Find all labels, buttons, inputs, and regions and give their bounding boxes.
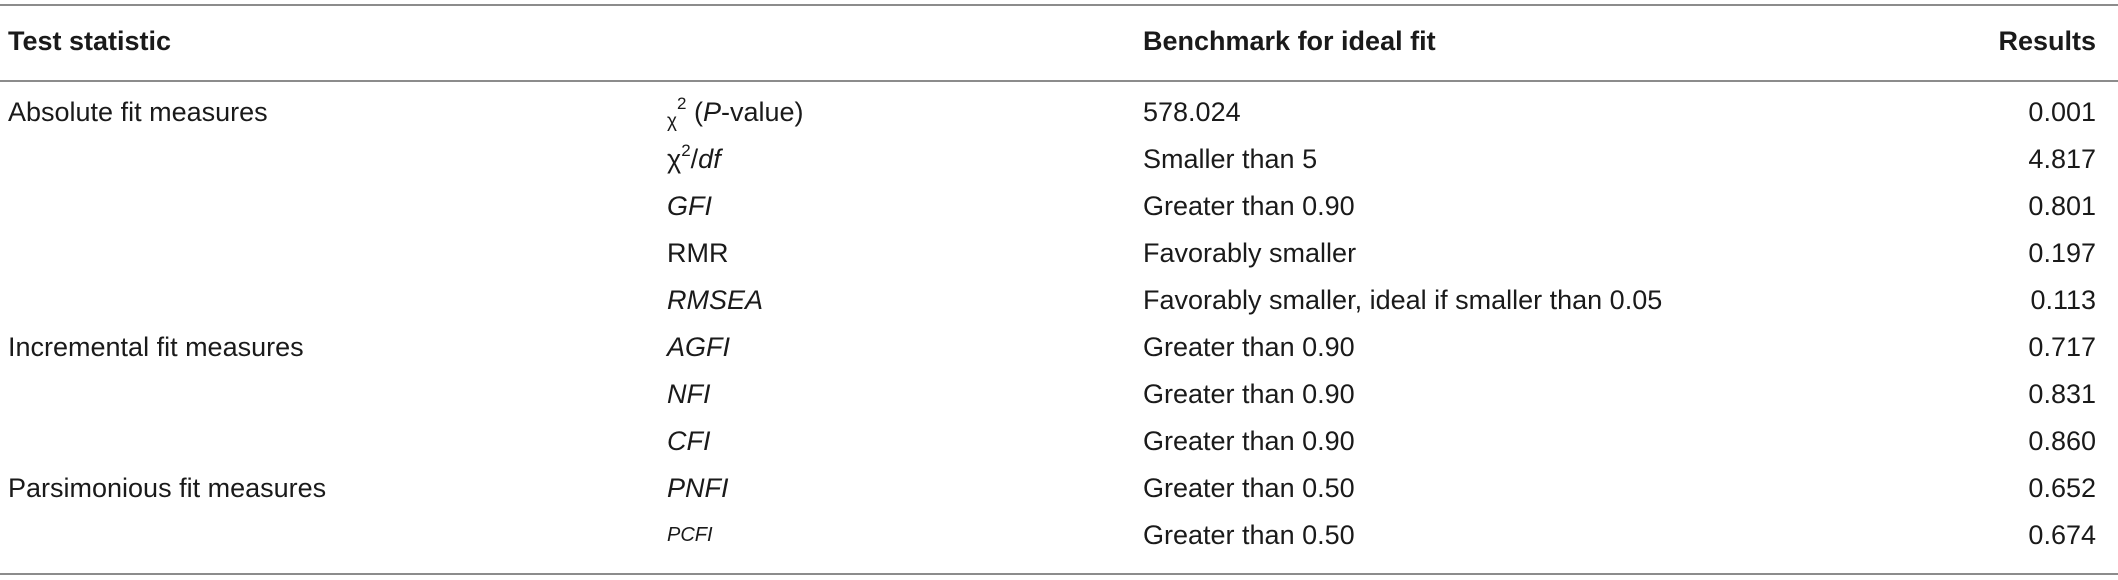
- row-measure: AGFI: [667, 332, 731, 362]
- table-row: RMR Favorably smaller 0.197: [0, 230, 2118, 277]
- row-result: 0.674: [2028, 520, 2096, 550]
- row-group-label: Parsimonious fit measures: [8, 473, 327, 503]
- table-row: χ2/df Smaller than 5 4.817: [0, 136, 2118, 183]
- measure-italic: P: [702, 97, 721, 127]
- row-group-label: Incremental fit measures: [8, 332, 304, 362]
- row-result: 0.801: [2028, 191, 2096, 221]
- row-measure: χ2 (P-value): [667, 89, 804, 139]
- row-measure: RMSEA: [667, 285, 764, 315]
- table-row: PCFI Greater than 0.50 0.674: [0, 512, 2118, 559]
- table-row: RMSEA Favorably smaller, ideal if smalle…: [0, 277, 2118, 324]
- header-benchmark: Benchmark for ideal fit: [1143, 26, 1436, 56]
- row-benchmark: Greater than 0.90: [1143, 426, 1355, 456]
- row-benchmark: Smaller than 5: [1143, 144, 1318, 174]
- row-measure: PCFI: [667, 524, 713, 546]
- table-bottom-rule: [0, 573, 2118, 575]
- row-measure: CFI: [667, 426, 711, 456]
- header-test-statistic: Test statistic: [8, 26, 172, 56]
- row-benchmark: Greater than 0.50: [1143, 520, 1355, 550]
- row-result: 0.197: [2028, 238, 2096, 268]
- table-row: Incremental fit measures AGFI Greater th…: [0, 324, 2118, 371]
- row-benchmark: Greater than 0.50: [1143, 473, 1355, 503]
- row-benchmark: Greater than 0.90: [1143, 332, 1355, 362]
- row-benchmark: Favorably smaller, ideal if smaller than…: [1143, 285, 1663, 315]
- table-row: GFI Greater than 0.90 0.801: [0, 183, 2118, 230]
- table-row: Parsimonious fit measures PNFI Greater t…: [0, 465, 2118, 512]
- measure-open-paren: (: [693, 97, 703, 127]
- row-result: 0.831: [2028, 379, 2096, 409]
- measure-slash: /: [690, 144, 699, 174]
- row-result: 0.717: [2028, 332, 2096, 362]
- row-benchmark: Favorably smaller: [1143, 238, 1357, 268]
- table-header-rule: [0, 80, 2118, 82]
- row-benchmark: Greater than 0.90: [1143, 379, 1355, 409]
- row-measure: PNFI: [667, 473, 729, 503]
- table-header-row: Test statistic Benchmark for ideal fit R…: [0, 18, 2118, 65]
- chi-symbol: χ: [667, 111, 677, 132]
- chi-symbol: χ: [667, 144, 682, 174]
- row-measure: GFI: [667, 191, 712, 221]
- superscript: 2: [681, 141, 691, 160]
- table-row: CFI Greater than 0.90 0.860: [0, 418, 2118, 465]
- row-measure: χ2/df: [667, 136, 721, 183]
- row-result: 4.817: [2028, 144, 2096, 174]
- row-result: 0.652: [2028, 473, 2096, 503]
- row-result: 0.001: [2028, 97, 2096, 127]
- row-measure: NFI: [667, 379, 711, 409]
- row-result: 0.113: [2030, 285, 2096, 315]
- header-results: Results: [1998, 26, 2096, 56]
- measure-italic: df: [698, 144, 721, 174]
- measure-suffix: -value): [720, 97, 804, 127]
- row-measure: RMR: [667, 238, 729, 268]
- table-row: Absolute fit measures χ2 (P-value) 578.0…: [0, 89, 2118, 136]
- table-row: NFI Greater than 0.90 0.831: [0, 371, 2118, 418]
- row-benchmark: Greater than 0.90: [1143, 191, 1355, 221]
- superscript: 2: [676, 94, 687, 113]
- table-top-rule: [0, 4, 2118, 6]
- row-benchmark: 578.024: [1143, 97, 1241, 127]
- row-group-label: Absolute fit measures: [8, 97, 268, 127]
- row-result: 0.860: [2028, 426, 2096, 456]
